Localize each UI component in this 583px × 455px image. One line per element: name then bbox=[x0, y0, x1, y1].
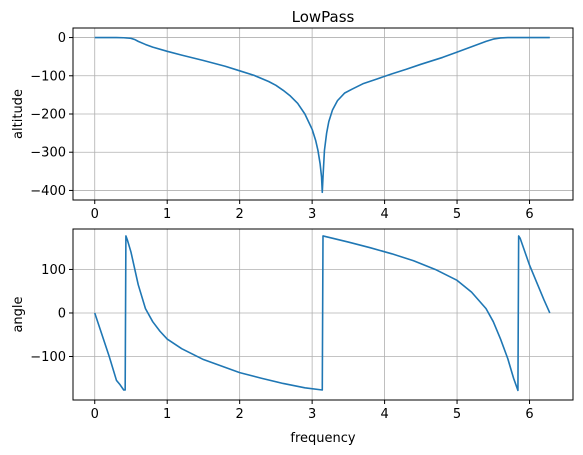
altitude-plot-frame bbox=[72, 27, 574, 201]
angle-x-axis-label: frequency bbox=[290, 431, 356, 446]
altitude-series-line bbox=[94, 36, 550, 194]
altitude-x-tick-label: 5 bbox=[453, 207, 461, 222]
angle-x-tick-label: 5 bbox=[453, 407, 461, 422]
angle-x-tick-label: 3 bbox=[308, 407, 316, 422]
altitude-x-tick-label: 3 bbox=[308, 207, 316, 222]
angle-y-tick-label: 100 bbox=[41, 263, 66, 278]
angle-x-tick-label: 4 bbox=[380, 407, 388, 422]
altitude-y-axis-label: altitude bbox=[11, 89, 26, 139]
angle-x-tick-label: 2 bbox=[236, 407, 244, 422]
altitude-y-tick-label: −400 bbox=[30, 184, 66, 199]
chart-title: LowPass bbox=[292, 8, 355, 26]
angle-x-tick-label: 1 bbox=[163, 407, 171, 422]
altitude-y-tick-label: −100 bbox=[30, 69, 66, 84]
altitude-y-tick-label: −300 bbox=[30, 146, 66, 161]
altitude-x-tick-label: 1 bbox=[163, 207, 171, 222]
angle-y-axis-label: angle bbox=[11, 296, 26, 332]
altitude-x-tick-label: 0 bbox=[91, 207, 99, 222]
angle-chart: 0 1 2 3 4 5 6 100 0 −100 frequency angle bbox=[11, 228, 574, 446]
angle-y-tick-label: −100 bbox=[30, 350, 66, 365]
angle-plot-frame bbox=[72, 228, 574, 401]
angle-series-line bbox=[93, 235, 551, 392]
altitude-y-tick-label: 0 bbox=[58, 31, 66, 46]
altitude-x-tick-label: 6 bbox=[525, 207, 533, 222]
angle-ticks: 0 1 2 3 4 5 6 100 0 −100 bbox=[30, 263, 533, 422]
altitude-y-tick-label: −200 bbox=[30, 108, 66, 123]
angle-x-tick-label: 6 bbox=[525, 407, 533, 422]
altitude-ticks: 0 1 2 3 4 5 6 0 −100 −200 −300 −400 bbox=[30, 31, 533, 222]
altitude-x-tick-label: 2 bbox=[236, 207, 244, 222]
altitude-grid bbox=[73, 28, 573, 200]
angle-y-tick-label: 0 bbox=[58, 306, 66, 321]
altitude-x-tick-label: 4 bbox=[380, 207, 388, 222]
angle-x-tick-label: 0 bbox=[91, 407, 99, 422]
